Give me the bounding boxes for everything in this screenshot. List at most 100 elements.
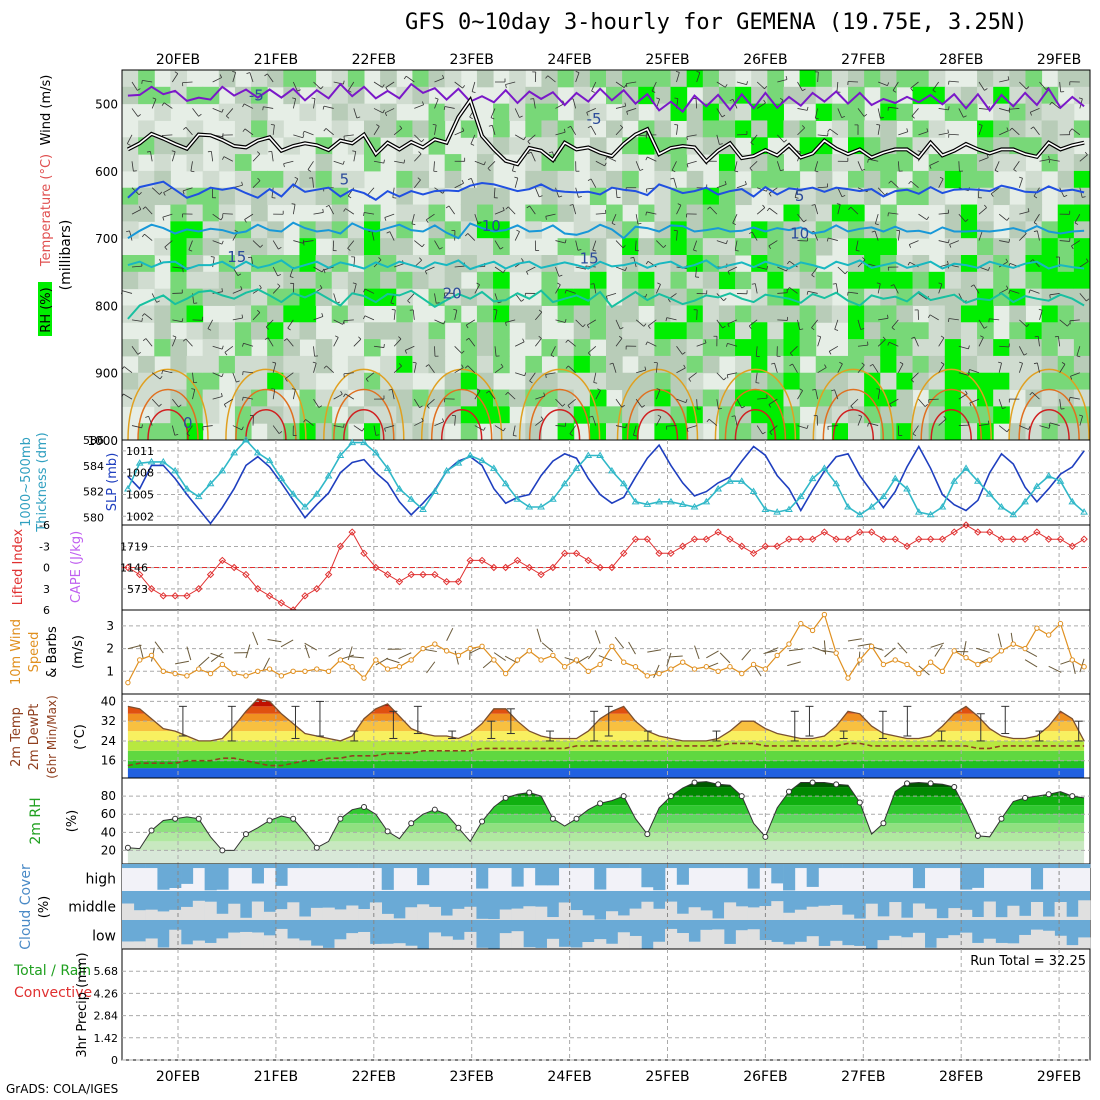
wind-barb: [232, 372, 237, 383]
warm-isotherm: [127, 368, 209, 441]
cloud-cell: [275, 909, 288, 920]
rh-unit-label: (%): [65, 810, 80, 833]
wind-barb-flag: [424, 270, 428, 275]
rh-cell: [525, 86, 542, 105]
wind-barb-flag: [611, 222, 616, 226]
cloud-cell: [582, 915, 595, 920]
wind10m-barb: [598, 655, 613, 662]
cloud-cell: [688, 907, 701, 920]
wind-barb-flag: [811, 327, 815, 331]
thickness-marker: [914, 508, 923, 515]
wind10m-barb: [997, 633, 1002, 648]
thickness-marker: [773, 508, 782, 515]
wind-barb: [171, 151, 176, 162]
rh-cell: [702, 137, 720, 155]
rh-cell: [977, 238, 994, 256]
wind-barb: [448, 205, 455, 215]
rh-cell: [331, 170, 349, 189]
wind10m-barb: [587, 647, 598, 660]
wind-barb: [343, 134, 354, 137]
li-marker: [1080, 535, 1088, 543]
wind-barb: [757, 266, 767, 270]
wind-barb: [948, 318, 959, 321]
wind-barb-flag: [657, 414, 662, 418]
li-marker: [631, 535, 640, 543]
wind-speed-marker: [526, 648, 532, 654]
wind-barb: [814, 204, 819, 215]
wind-speed-marker: [479, 643, 485, 650]
wind-barb-flag: [464, 365, 469, 369]
wind-barb: [655, 416, 662, 426]
rh-cell: [815, 355, 833, 374]
cloud-cell: [358, 909, 371, 920]
wind-barb-flag: [284, 338, 288, 342]
rh-cell: [977, 322, 994, 340]
wind-barb: [292, 98, 297, 109]
temp-band: [127, 760, 1085, 769]
rh-cell: [525, 389, 542, 407]
rh-cell: [525, 204, 542, 222]
rh-cell: [1025, 170, 1043, 189]
rh-cell: [138, 423, 155, 441]
wind-barb: [555, 240, 566, 244]
wind-barb: [1039, 425, 1050, 429]
wind-barb: [212, 108, 223, 113]
rh-cell: [848, 423, 865, 441]
rh-cell: [138, 187, 155, 206]
rh-cell: [364, 154, 381, 172]
wind-barb: [567, 339, 576, 347]
wind-barb-flag: [1008, 290, 1011, 294]
wind-barb: [834, 319, 839, 330]
cloud-cell: [346, 864, 359, 869]
rh-cell: [234, 406, 252, 424]
rh-cell: [1009, 120, 1026, 138]
wind-barb-flag: [863, 113, 868, 117]
wind-barb-flag: [926, 216, 930, 220]
rh-cell: [993, 406, 1010, 424]
rh-cell: [831, 154, 849, 172]
wind-barb-flag: [980, 335, 984, 338]
rh-cell: [267, 120, 284, 138]
rh-cell: [799, 70, 817, 88]
wind-barb: [615, 240, 624, 249]
rh-cell: [541, 103, 559, 121]
wind-barb: [978, 81, 985, 91]
wind-barb: [182, 187, 193, 192]
wind-barb-flag: [312, 361, 317, 364]
cloud-cell: [299, 864, 312, 869]
wind-barb: [454, 310, 458, 320]
wind-barb: [716, 319, 723, 329]
wind-barb: [131, 161, 134, 172]
wind-barb: [568, 365, 576, 374]
wind-barb: [1049, 293, 1060, 296]
rh-cell: [1057, 70, 1075, 88]
rh-cell: [767, 221, 784, 239]
thickness-marker: [1068, 497, 1077, 505]
cloud-cell: [865, 864, 878, 869]
wind-barb: [131, 346, 139, 355]
cloud-cell: [476, 947, 489, 949]
rh-cell: [396, 406, 413, 424]
rh-cell: [541, 372, 559, 391]
cloud-cell: [322, 864, 335, 869]
wind-barb: [978, 207, 987, 215]
rh-marker: [361, 803, 367, 810]
wind-barb: [929, 314, 939, 321]
rh-cell: [202, 204, 220, 222]
wind-barb-flag: [619, 327, 624, 330]
wind-barb-flag: [207, 328, 212, 331]
rh-cell: [557, 389, 575, 407]
rh-cell: [767, 423, 784, 441]
wind-barb-flag: [297, 89, 301, 92]
cloud-cell: [971, 942, 985, 949]
warm-isotherm: [147, 409, 189, 441]
thickness-marker: [360, 438, 368, 446]
rh-cell: [573, 355, 591, 374]
li-marker: [313, 585, 321, 593]
thickness-marker: [489, 464, 498, 471]
wind-barb: [636, 369, 646, 374]
rh-cell: [944, 221, 962, 239]
thickness-marker: [124, 484, 132, 492]
left-tick-label: 582: [83, 486, 104, 499]
rh-cell: [1057, 406, 1075, 424]
